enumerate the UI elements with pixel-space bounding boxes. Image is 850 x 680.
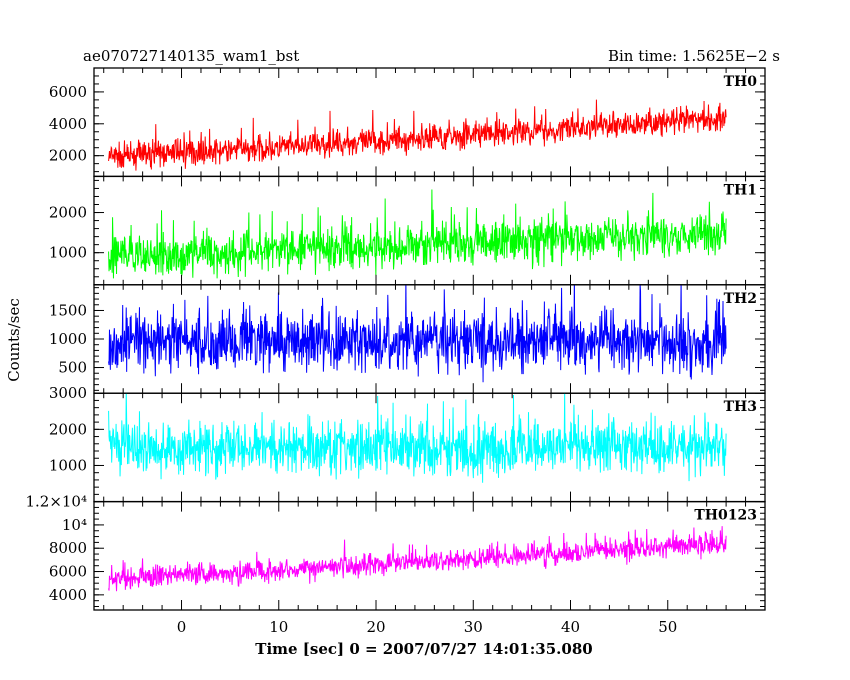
x-tick-label: 0 bbox=[177, 618, 187, 636]
y-tick-label: 2000 bbox=[49, 420, 87, 438]
y-tick-label: 4000 bbox=[49, 586, 87, 604]
y-tick-label: 2000 bbox=[49, 147, 87, 165]
x-tick-label: 10 bbox=[269, 618, 288, 636]
y-tick-label: 1000 bbox=[49, 244, 87, 262]
panel-label-th0: TH0 bbox=[724, 74, 758, 90]
x-axis-label: Time [sec] 0 = 2007/07/27 14:01:35.080 bbox=[255, 640, 592, 658]
x-tick-label: 50 bbox=[658, 618, 677, 636]
trace-th3 bbox=[108, 393, 727, 483]
x-tick-label: 40 bbox=[561, 618, 580, 636]
x-tick-label: 30 bbox=[464, 618, 483, 636]
chart-title-left: ae070727140135_wam1_bst bbox=[83, 47, 299, 65]
x-tick-label: 20 bbox=[366, 618, 385, 636]
panel-label-th2: TH2 bbox=[724, 291, 757, 307]
trace-th2 bbox=[108, 284, 727, 383]
y-tick-label: 1500 bbox=[49, 301, 87, 319]
y-tick-label: 1000 bbox=[49, 456, 87, 474]
panel-th0: TH0 2000 4000 6000 bbox=[49, 67, 766, 178]
chart-title-right: Bin time: 1.5625E−2 s bbox=[608, 47, 780, 65]
panel-label-th1: TH1 bbox=[724, 182, 757, 198]
y-tick-label: 6000 bbox=[49, 83, 87, 101]
panels: TH0200040006000TH110002000TH250010001500… bbox=[25, 67, 766, 636]
y-tick-label: 500 bbox=[58, 359, 87, 377]
y-tick-label: 8000 bbox=[49, 539, 87, 557]
trace-th0123 bbox=[108, 526, 727, 592]
trace-th0 bbox=[108, 99, 727, 171]
panel-frame bbox=[93, 500, 766, 611]
panel-th3: TH3 1000 2000 3000 bbox=[49, 384, 766, 503]
panel-label-th3: TH3 bbox=[724, 399, 757, 415]
y-axis-label: Counts/sec bbox=[5, 298, 23, 382]
y-tick-label: 6000 bbox=[49, 563, 87, 581]
y-tick-label: 3000 bbox=[49, 384, 87, 402]
trace-th1 bbox=[108, 189, 727, 279]
panel-th0123: TH0123 4000 6000 8000 10⁴ 1.2×10⁴ bbox=[25, 493, 766, 611]
panel-label-th0123: TH0123 bbox=[694, 508, 757, 524]
panel-th2: TH2 500 1000 1500 bbox=[49, 284, 766, 394]
y-tick-label: 4000 bbox=[49, 115, 87, 133]
y-tick-label: 10⁴ bbox=[62, 516, 87, 534]
y-tick-label: 2000 bbox=[49, 204, 87, 222]
y-tick-label: 1000 bbox=[49, 330, 87, 348]
y-tick-label: 1.2×10⁴ bbox=[25, 493, 87, 511]
panel-th1: TH1 1000 2000 bbox=[49, 175, 766, 286]
